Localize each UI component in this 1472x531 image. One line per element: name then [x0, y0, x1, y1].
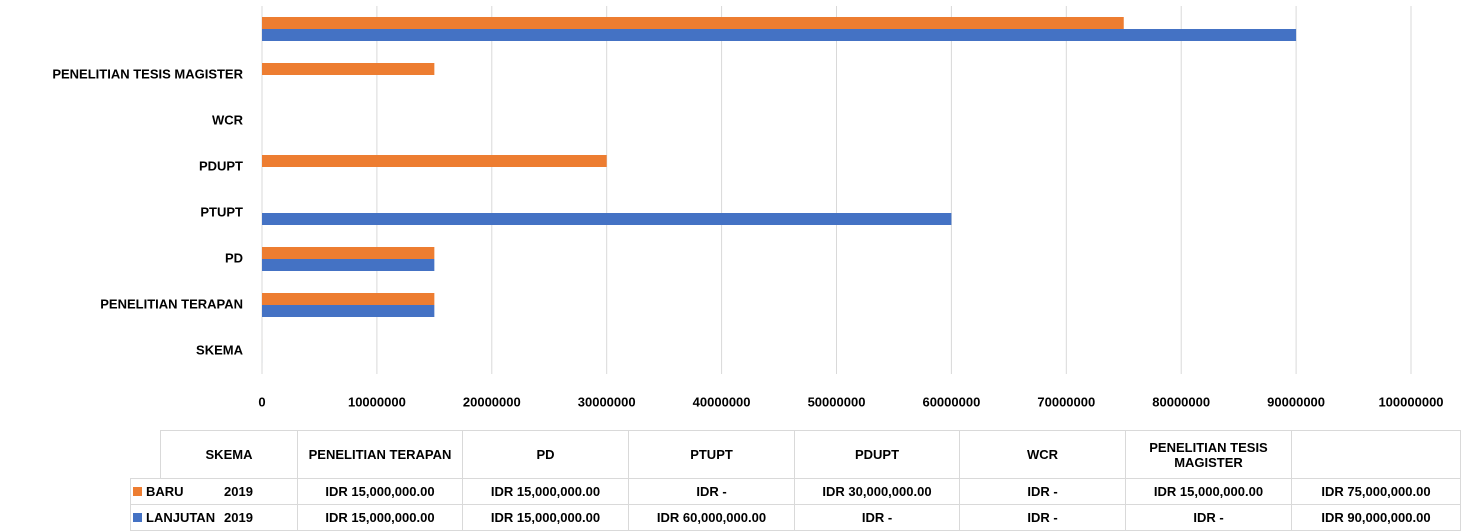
x-tick-label: 90000000 — [1267, 394, 1325, 409]
cell-text: IDR 90,000,000.00 — [1321, 510, 1431, 525]
x-tick-label: 30000000 — [578, 394, 636, 409]
cell-text: IDR 15,000,000.00 — [1153, 484, 1264, 499]
cell-text: IDR 60,000,000.00 — [656, 510, 767, 525]
bar — [262, 259, 435, 271]
x-tick-label: 80000000 — [1152, 394, 1210, 409]
table-cell: IDR - — [794, 504, 960, 531]
table-cell: IDR 15,000,000.00 — [297, 504, 463, 531]
table-header — [1291, 430, 1461, 479]
table-cell: IDR 15,000,000.00 — [1125, 478, 1292, 505]
cell-text: PDUPT — [854, 447, 900, 462]
y-tick-label: PTUPT — [200, 204, 243, 219]
table-header: WCR — [959, 430, 1126, 479]
cell-text: PENELITIAN TERAPAN — [308, 447, 452, 462]
bar — [262, 63, 435, 75]
table-cell: IDR 30,000,000.00 — [794, 478, 960, 505]
cell-text: SKEMA — [205, 447, 253, 462]
cell-text: IDR - — [861, 510, 893, 525]
cell-text: IDR 15,000,000.00 — [325, 510, 435, 525]
table-header: PDUPT — [794, 430, 960, 479]
table-cell: IDR - — [959, 478, 1126, 505]
cell-text: IDR - — [1027, 484, 1058, 499]
table-cell: IDR - — [959, 504, 1126, 531]
cell-text: IDR 15,000,000.00 — [490, 484, 601, 499]
table-cell: 2019 — [180, 504, 297, 531]
table-cell: IDR 60,000,000.00 — [628, 504, 795, 531]
x-tick-label: 20000000 — [463, 394, 521, 409]
x-tick-label: 70000000 — [1037, 394, 1095, 409]
bar — [262, 29, 1297, 41]
table-cell: IDR 15,000,000.00 — [462, 478, 629, 505]
table-header: SKEMA — [160, 430, 298, 479]
bar — [262, 213, 952, 225]
y-tick-label: PDUPT — [199, 158, 243, 173]
cell-text: IDR 15,000,000.00 — [325, 484, 435, 499]
cell-text: PENELITIAN TESIS MAGISTER — [1149, 439, 1268, 470]
table-cell: IDR 75,000,000.00 — [1291, 478, 1461, 505]
y-tick-label: WCR — [212, 112, 244, 127]
table-cell: IDR - — [628, 478, 795, 505]
x-tick-label: 50000000 — [808, 394, 866, 409]
chart: 0 10000000 20000000 30000000 40000000 5000000… — [52, 6, 1444, 409]
table-cell: IDR - — [1125, 504, 1292, 531]
x-tick-label: 100000000 — [1378, 394, 1443, 409]
table-cell: 2019 — [180, 478, 297, 505]
cell-text: IDR - — [696, 484, 727, 499]
cell-text: WCR — [1026, 447, 1059, 462]
x-tick-label: 60000000 — [922, 394, 980, 409]
bar — [262, 247, 435, 259]
cell-text: PTUPT — [690, 447, 733, 462]
legend-key — [133, 513, 142, 522]
cell-text: IDR - — [1193, 510, 1224, 525]
table-header: PD — [462, 430, 629, 479]
table-header: PENELITIAN TERAPAN — [297, 430, 463, 479]
cell-text: IDR 15,000,000.00 — [490, 510, 601, 525]
x-tick-label: 40000000 — [693, 394, 751, 409]
table-cell: IDR 90,000,000.00 — [1291, 504, 1461, 531]
cell-text: 2019 — [224, 484, 253, 499]
table-cell: IDR 15,000,000.00 — [462, 504, 629, 531]
bar — [262, 155, 607, 167]
table-cell: IDR 15,000,000.00 — [297, 478, 463, 505]
cell-text: IDR 75,000,000.00 — [1321, 484, 1431, 499]
y-tick-label: PD — [225, 250, 243, 265]
bar — [262, 293, 435, 305]
bar — [262, 17, 1124, 29]
y-tick-label: PENELITIAN TESIS MAGISTER — [52, 66, 243, 81]
bar — [262, 305, 435, 317]
cell-text: BARU — [146, 484, 184, 499]
y-tick-label: SKEMA — [196, 342, 244, 357]
cell-text: IDR - — [1027, 510, 1058, 525]
cell-text: LANJUTAN — [146, 510, 216, 525]
y-tick-label: PENELITIAN TERAPAN — [100, 296, 243, 311]
legend-key — [133, 487, 142, 496]
cell-text: PD — [536, 447, 555, 462]
cell-text: IDR 30,000,000.00 — [822, 484, 932, 499]
x-tick-label: 10000000 — [348, 394, 406, 409]
x-tick-label: 0 — [258, 394, 265, 409]
cell-text: 2019 — [224, 510, 253, 525]
table-header: PTUPT — [628, 430, 795, 479]
table-header: PENELITIAN TESIS MAGISTER — [1125, 430, 1292, 479]
